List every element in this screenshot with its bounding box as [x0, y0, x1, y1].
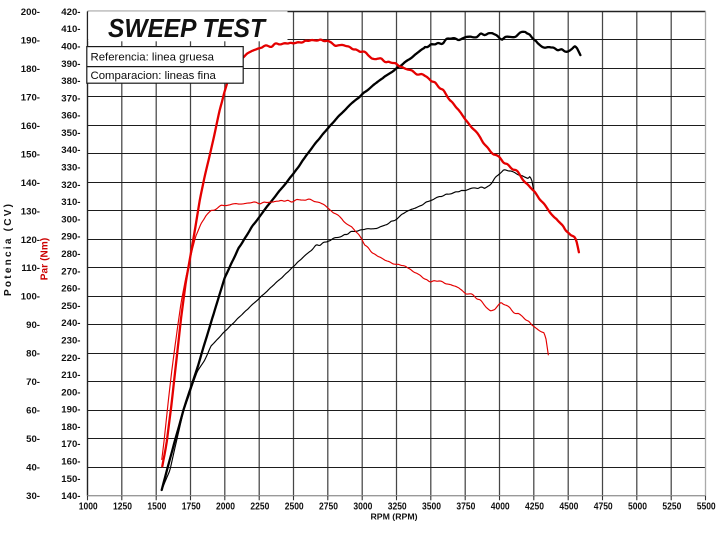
svg-text:280-: 280-	[61, 249, 80, 260]
svg-text:160-: 160-	[61, 457, 80, 468]
svg-text:150-: 150-	[21, 149, 40, 160]
svg-text:310-: 310-	[61, 197, 80, 208]
svg-text:50-: 50-	[26, 434, 40, 445]
svg-text:180-: 180-	[61, 422, 80, 433]
svg-text:260-: 260-	[61, 284, 80, 295]
svg-text:110-: 110-	[21, 263, 40, 274]
svg-text:250-: 250-	[61, 301, 80, 312]
svg-text:4250: 4250	[525, 501, 544, 512]
svg-text:1000: 1000	[79, 501, 98, 512]
svg-text:RPM (RPM): RPM (RPM)	[371, 512, 418, 522]
svg-text:2500: 2500	[285, 501, 304, 512]
svg-text:150-: 150-	[61, 474, 80, 485]
svg-text:350-: 350-	[61, 128, 80, 139]
svg-text:170-: 170-	[61, 439, 80, 450]
svg-text:380-: 380-	[61, 76, 80, 87]
svg-text:140-: 140-	[61, 491, 80, 502]
svg-text:190-: 190-	[61, 405, 80, 416]
svg-text:300-: 300-	[61, 214, 80, 225]
svg-text:2250: 2250	[250, 501, 269, 512]
svg-text:Par (Nm): Par (Nm)	[40, 238, 51, 281]
svg-text:1250: 1250	[113, 501, 132, 512]
svg-text:60-: 60-	[26, 406, 40, 417]
svg-text:5250: 5250	[662, 501, 681, 512]
svg-text:4000: 4000	[491, 501, 510, 512]
svg-text:100-: 100-	[21, 292, 40, 303]
svg-text:2750: 2750	[319, 501, 338, 512]
svg-text:180-: 180-	[21, 64, 40, 75]
svg-text:4500: 4500	[559, 501, 578, 512]
svg-text:330-: 330-	[61, 163, 80, 174]
svg-text:420-: 420-	[61, 7, 80, 18]
svg-text:70-: 70-	[26, 377, 40, 388]
svg-text:290-: 290-	[61, 232, 80, 243]
svg-text:3000: 3000	[353, 501, 372, 512]
svg-text:370-: 370-	[61, 93, 80, 104]
svg-text:3500: 3500	[422, 501, 441, 512]
svg-text:1750: 1750	[182, 501, 201, 512]
svg-text:2000: 2000	[216, 501, 235, 512]
svg-text:Comparacion: lineas fina: Comparacion: lineas fina	[91, 70, 217, 82]
svg-text:410-: 410-	[61, 24, 80, 35]
svg-text:90-: 90-	[26, 320, 40, 331]
svg-text:130-: 130-	[21, 206, 40, 217]
svg-text:Potencia (CV): Potencia (CV)	[3, 204, 14, 296]
svg-text:390-: 390-	[61, 59, 80, 70]
svg-text:4750: 4750	[594, 501, 613, 512]
svg-text:230-: 230-	[61, 336, 80, 347]
svg-text:190-: 190-	[21, 35, 40, 46]
svg-text:3250: 3250	[388, 501, 407, 512]
svg-text:200-: 200-	[61, 387, 80, 398]
svg-text:200-: 200-	[21, 7, 40, 18]
svg-text:160-: 160-	[21, 121, 40, 132]
svg-text:30-: 30-	[26, 491, 40, 502]
svg-text:SWEEP TEST: SWEEP TEST	[108, 15, 267, 43]
svg-text:220-: 220-	[61, 353, 80, 364]
svg-text:340-: 340-	[61, 145, 80, 156]
svg-text:240-: 240-	[61, 318, 80, 329]
svg-text:5500: 5500	[697, 501, 716, 512]
svg-text:120-: 120-	[21, 235, 40, 246]
svg-text:Referencia: linea gruesa: Referencia: linea gruesa	[91, 52, 215, 64]
svg-text:140-: 140-	[21, 178, 40, 189]
svg-text:360-: 360-	[61, 111, 80, 122]
svg-text:270-: 270-	[61, 266, 80, 277]
svg-text:400-: 400-	[61, 42, 80, 53]
svg-text:170-: 170-	[21, 92, 40, 103]
svg-text:40-: 40-	[26, 463, 40, 474]
svg-text:3750: 3750	[456, 501, 475, 512]
svg-text:210-: 210-	[61, 370, 80, 381]
svg-text:80-: 80-	[26, 349, 40, 360]
svg-text:320-: 320-	[61, 180, 80, 191]
svg-text:1500: 1500	[147, 501, 166, 512]
svg-text:5000: 5000	[628, 501, 647, 512]
